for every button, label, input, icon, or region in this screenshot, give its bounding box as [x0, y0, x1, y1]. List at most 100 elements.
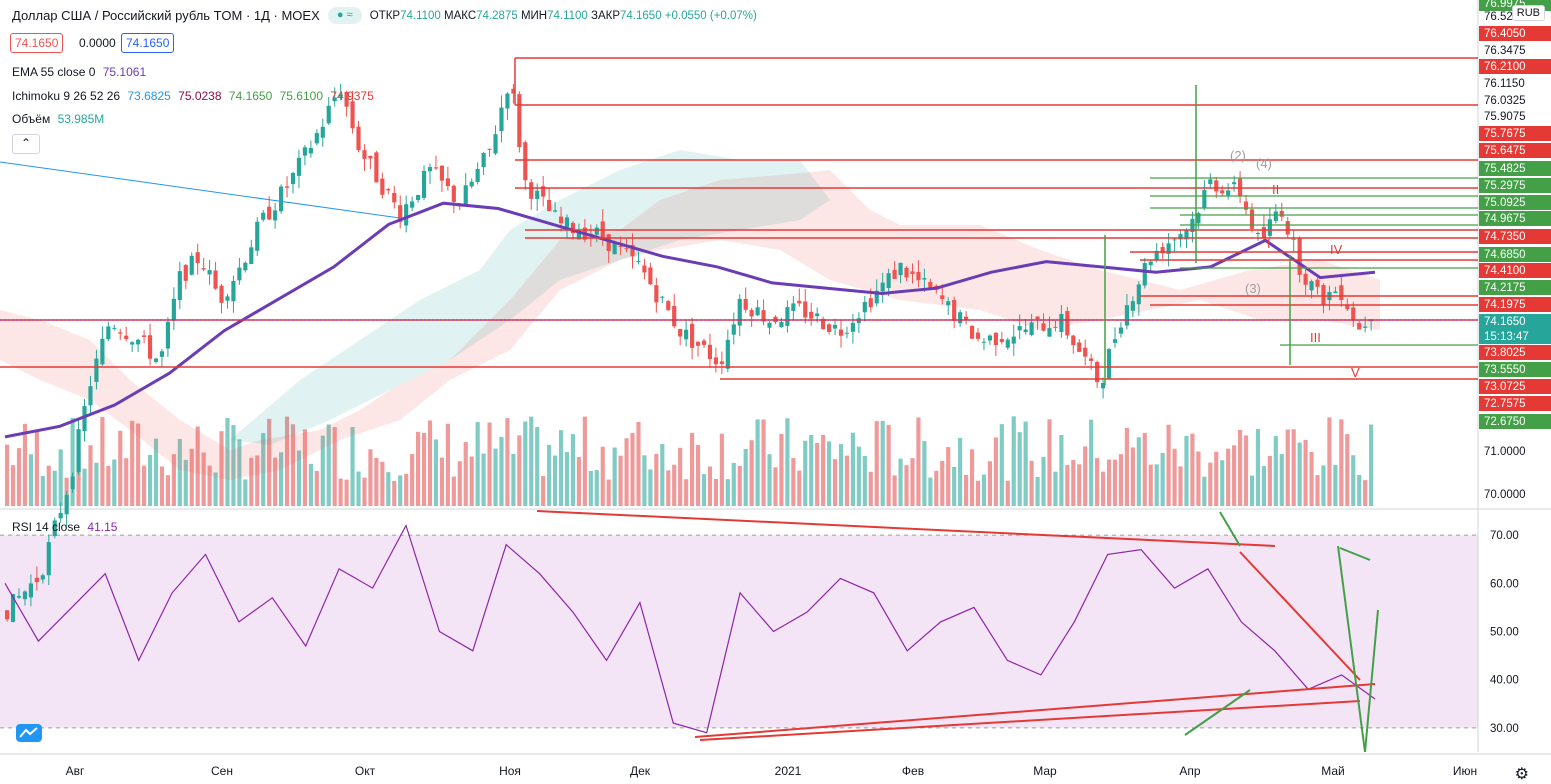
volume-bar: [511, 453, 516, 506]
candle-body: [5, 610, 10, 620]
candle-body: [284, 186, 290, 188]
volume-bar: [707, 466, 713, 506]
volume-bar: [1083, 446, 1088, 506]
candle-body: [1118, 327, 1124, 334]
volume-bar: [1261, 466, 1266, 506]
volume-bar: [1029, 460, 1034, 506]
volume-bar: [1249, 475, 1255, 506]
volume-bar: [273, 457, 278, 506]
price-axis-label: 74.6850: [1484, 249, 1526, 261]
ema-legend[interactable]: EMA 55 close 0 75.1061: [12, 65, 147, 79]
candle-body: [88, 386, 93, 406]
candle-body: [1077, 342, 1082, 352]
visibility-badge-icon[interactable]: ● ≈: [327, 7, 362, 24]
volume-bar: [838, 444, 844, 506]
candle-body: [302, 147, 307, 156]
volume-bar: [1130, 447, 1135, 506]
chart-header: Доллар США / Российский рубль TOM · 1Д ·…: [12, 7, 757, 24]
price-label-bg: [1479, 314, 1551, 329]
candle-body: [64, 494, 69, 515]
candle-body: [672, 306, 677, 327]
volume-bar: [296, 450, 302, 506]
volume-bar: [1238, 429, 1243, 506]
volume-bar: [136, 423, 141, 506]
price-label-bg: [1479, 379, 1551, 394]
tradingview-logo-icon[interactable]: [16, 724, 42, 742]
rsi-legend[interactable]: RSI 14 close 41.15: [12, 520, 118, 534]
volume-bar: [1005, 480, 1010, 506]
ask-price-box[interactable]: 74.1650: [121, 33, 175, 53]
volume-bar: [582, 416, 587, 506]
candle-body: [636, 261, 641, 263]
volume-bar: [1285, 429, 1290, 506]
candle-body: [1261, 227, 1266, 239]
volume-bar: [773, 467, 778, 506]
price-label-bg: [1479, 143, 1551, 158]
volume-bar: [1166, 424, 1171, 506]
volume-bar: [1172, 448, 1177, 506]
volume-bar: [1077, 464, 1082, 506]
bid-price-box[interactable]: 74.1650: [10, 33, 64, 53]
price-axis-label: 76.2100: [1484, 61, 1526, 73]
candle-body: [850, 322, 855, 332]
volume-bar: [600, 446, 605, 506]
volume-bar: [52, 470, 57, 506]
volume-bar: [130, 420, 135, 506]
candle-body: [684, 329, 689, 340]
candle-body: [142, 335, 147, 337]
collapse-legend-button[interactable]: ⌃: [12, 134, 40, 154]
candle-body: [481, 153, 486, 168]
candle-body: [1136, 284, 1141, 305]
time-label: Мар: [1033, 764, 1057, 778]
rsi-axis-label: 70.00: [1490, 530, 1519, 542]
volume-bar: [112, 459, 117, 506]
volume-bar: [874, 421, 879, 506]
volume-bar: [386, 472, 391, 506]
volume-bar: [588, 470, 593, 506]
volume-bar: [1279, 454, 1284, 506]
candle-body: [797, 300, 802, 304]
candle-body: [1363, 326, 1368, 328]
ohlc-readout: ОТКР74.1100 МАКС74.2875 МИН74.1100 ЗАКР7…: [369, 9, 757, 22]
candle-body: [1309, 281, 1314, 291]
candle-body: [815, 313, 820, 317]
candle-body: [630, 245, 635, 257]
volume-bar: [481, 453, 486, 506]
candle-body: [922, 278, 927, 280]
volume-bar: [1071, 459, 1076, 506]
candle-body: [1029, 322, 1034, 335]
candle-body: [255, 221, 260, 251]
candle-body: [410, 201, 415, 208]
candle-body: [273, 210, 278, 221]
candle-body: [975, 332, 981, 339]
candle-body: [314, 133, 319, 144]
volume-bar: [457, 461, 462, 506]
candle-body: [1011, 336, 1016, 344]
volume-legend[interactable]: Объём 53.985M: [12, 112, 105, 126]
candle-body: [1083, 347, 1088, 357]
symbol-title[interactable]: Доллар США / Российский рубль TOM · 1Д ·…: [12, 8, 320, 23]
volume-bar: [195, 426, 200, 506]
candle-body: [660, 296, 665, 298]
volume-bar: [618, 455, 623, 506]
price-label-bg: [1479, 161, 1551, 176]
currency-badge[interactable]: RUB: [1511, 5, 1545, 21]
candle-body: [987, 335, 992, 341]
wave-label: (4): [1256, 156, 1272, 171]
price-axis-label: 15:13:47: [1484, 331, 1529, 343]
candle-body: [999, 339, 1004, 343]
volume-bar: [1118, 454, 1124, 506]
volume-bar: [1160, 452, 1165, 506]
candle-body: [1184, 230, 1189, 240]
candle-body: [827, 324, 832, 332]
volume-bar: [725, 479, 730, 506]
rsi-trendline: [699, 700, 1361, 741]
volume-bar: [1369, 424, 1374, 506]
volume-bar: [684, 479, 689, 506]
ichimoku-legend[interactable]: Ichimoku 9 26 52 26 73.6825 75.0238 74.1…: [12, 89, 374, 103]
settings-gear-icon[interactable]: ⚙: [1514, 766, 1529, 783]
volume-bar: [624, 438, 629, 506]
candle-body: [451, 185, 456, 202]
candle-body: [380, 178, 385, 195]
